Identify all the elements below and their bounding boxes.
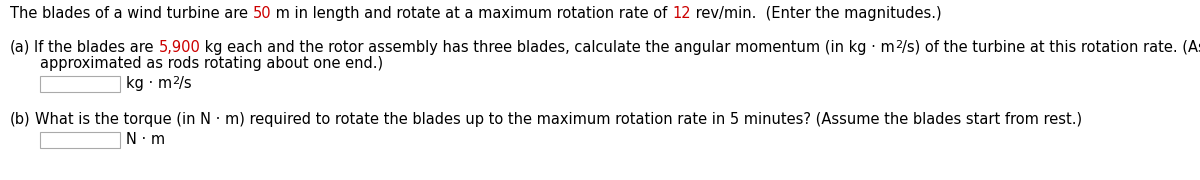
Text: rev/min.  (Enter the magnitudes.): rev/min. (Enter the magnitudes.) [691, 6, 941, 21]
Text: The blades of a wind turbine are: The blades of a wind turbine are [10, 6, 253, 21]
Text: /s: /s [179, 76, 192, 91]
Text: What is the torque (in N · m) required to rotate the blades up to the maximum ro: What is the torque (in N · m) required t… [35, 112, 1081, 127]
Text: 12: 12 [672, 6, 691, 21]
Text: (b): (b) [10, 112, 31, 127]
Text: 5,900: 5,900 [158, 40, 200, 55]
Text: approximated as rods rotating about one end.): approximated as rods rotating about one … [40, 56, 383, 71]
Text: kg each and the rotor assembly has three blades, calculate the angular momentum : kg each and the rotor assembly has three… [200, 40, 895, 55]
Text: kg · m: kg · m [126, 76, 172, 91]
Text: 2: 2 [895, 40, 902, 50]
Text: (a): (a) [10, 40, 30, 55]
Text: 2: 2 [172, 76, 179, 86]
Text: m in length and rotate at a maximum rotation rate of: m in length and rotate at a maximum rota… [271, 6, 672, 21]
Text: If the blades are: If the blades are [35, 40, 158, 55]
Text: 50: 50 [253, 6, 271, 21]
Text: N · m: N · m [126, 132, 166, 147]
Text: /s) of the turbine at this rotation rate. (Assume the turbine blades can be: /s) of the turbine at this rotation rate… [902, 40, 1200, 55]
